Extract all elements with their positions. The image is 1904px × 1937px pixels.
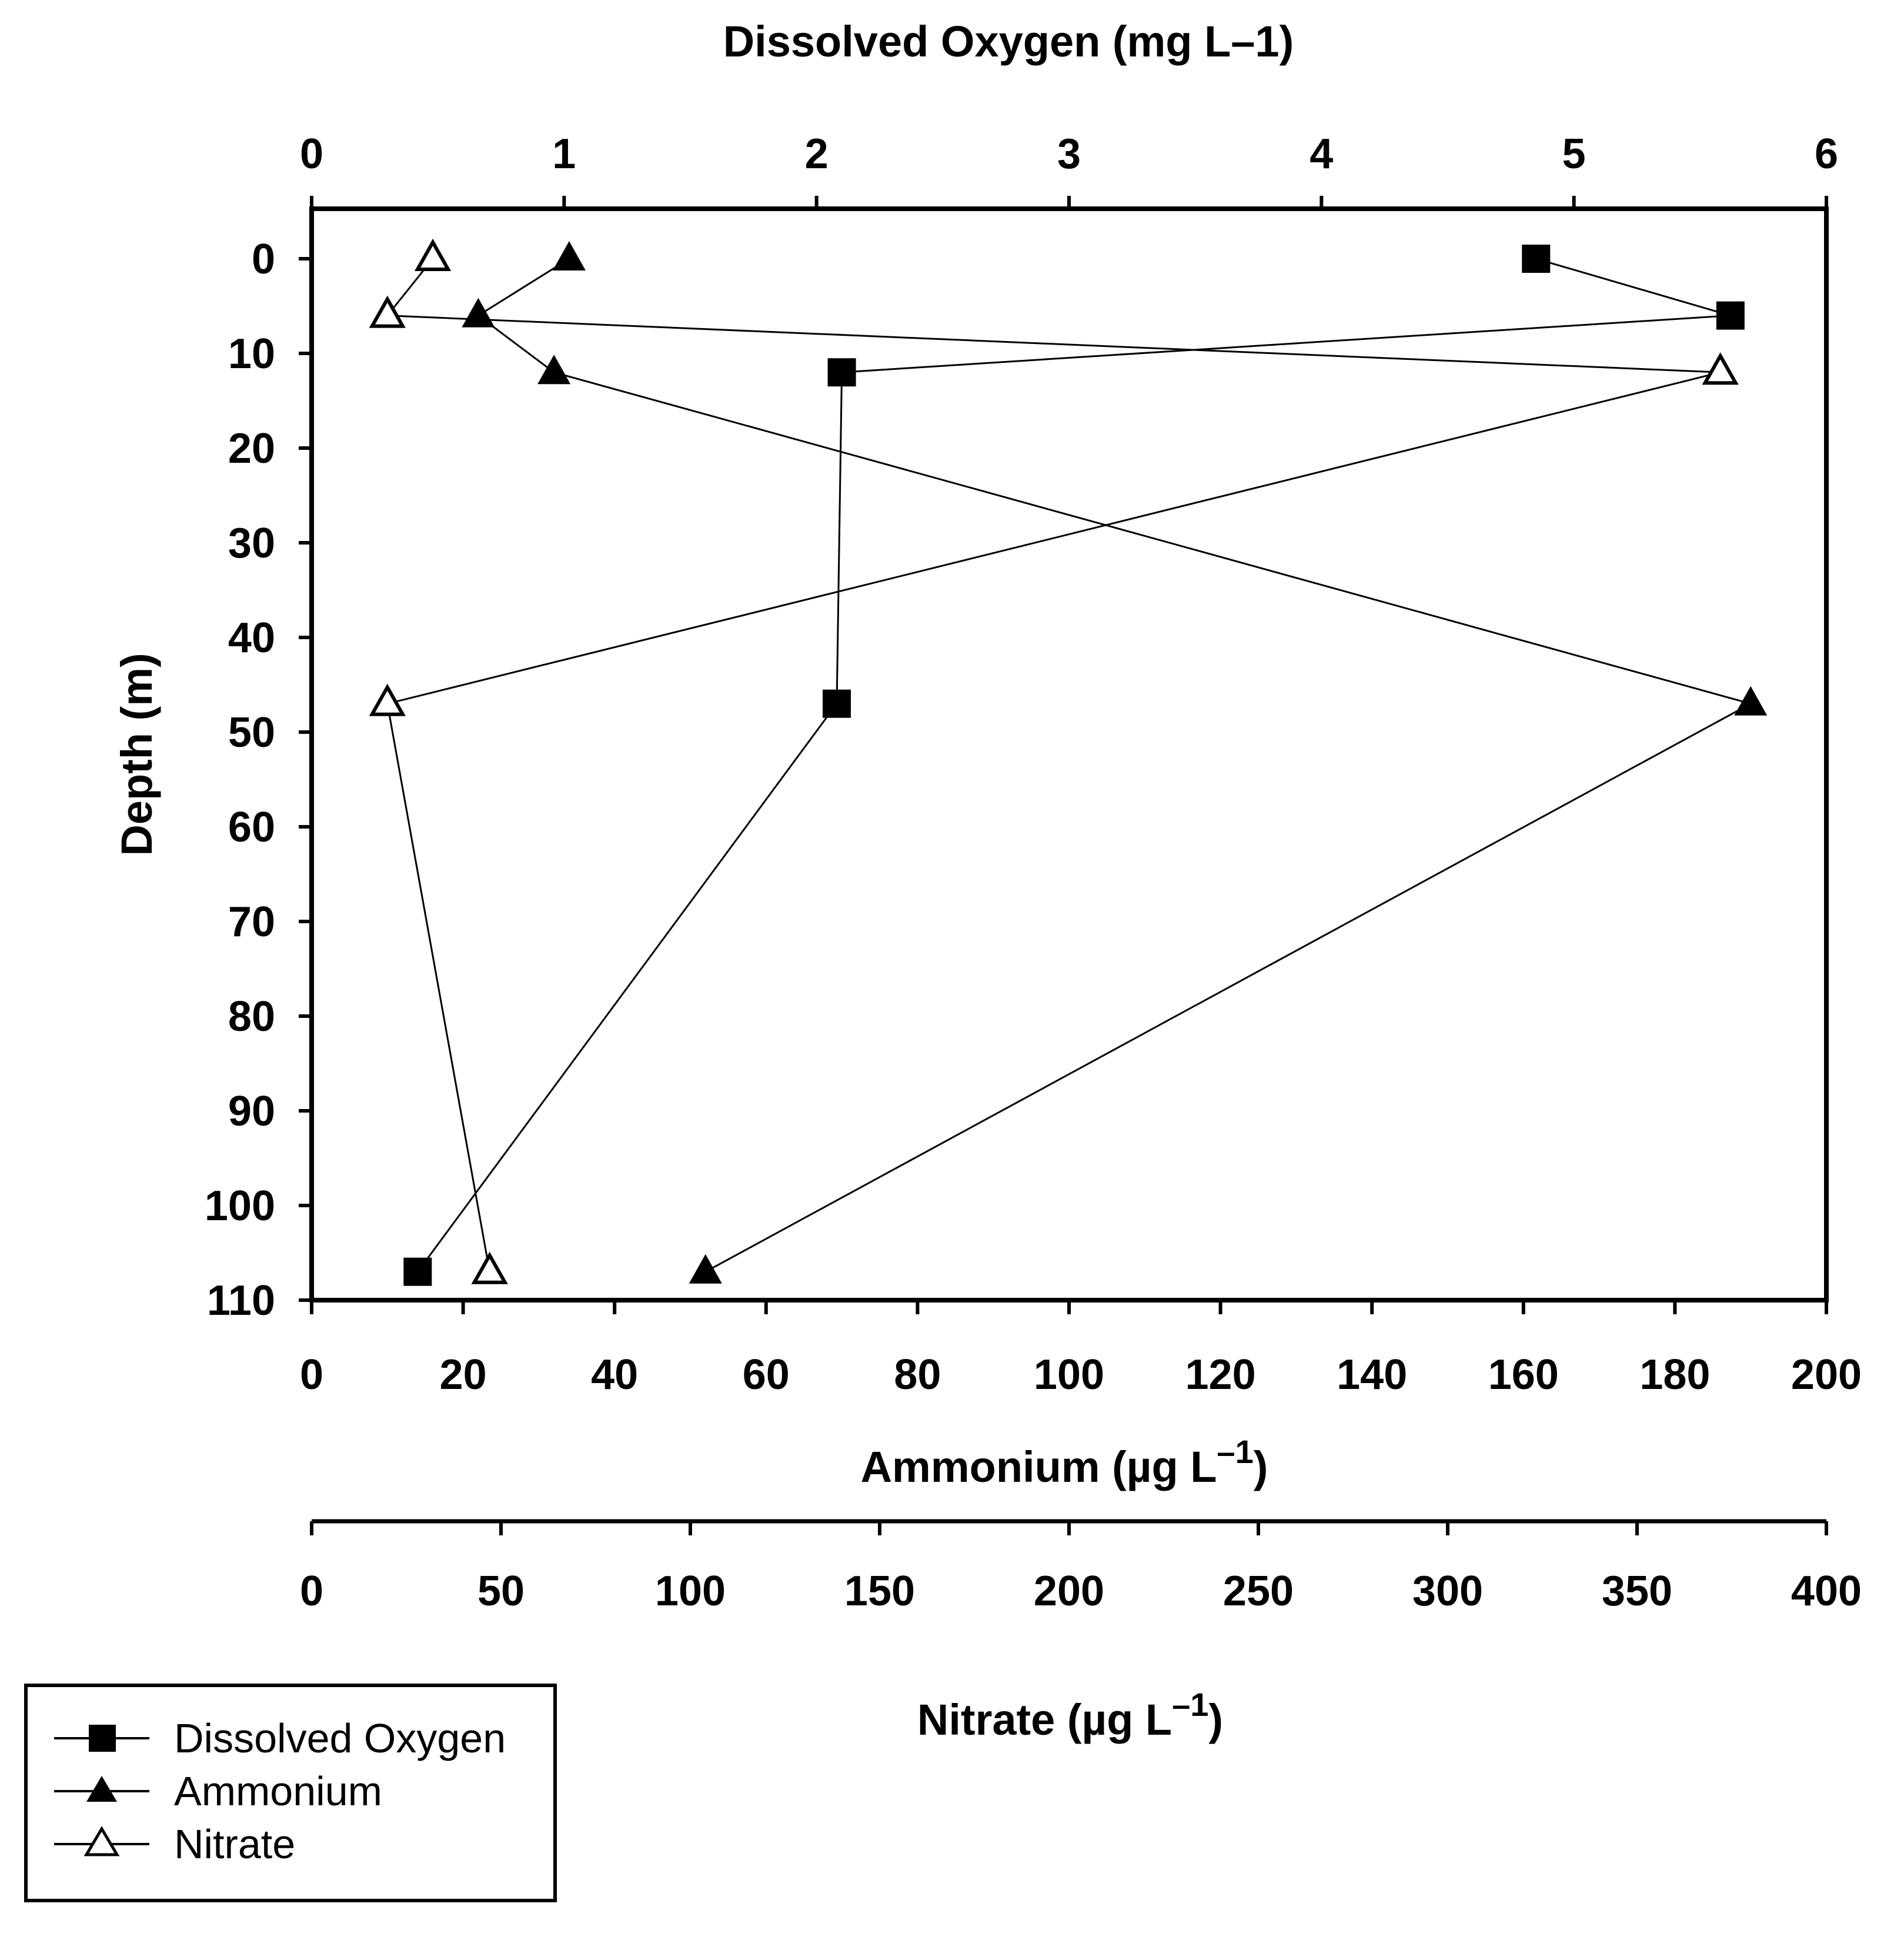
point-dissolved-oxygen-3 — [823, 689, 851, 718]
bottom-axis-1-tick-label-6: 120 — [1185, 1351, 1256, 1398]
top-axis-tick-label-1: 1 — [552, 131, 576, 178]
bottom-axis-1-tick-label-7: 140 — [1337, 1351, 1407, 1398]
bottom-axis-1-tick-label-0: 0 — [300, 1351, 323, 1398]
legend-marker-dissolved-oxygen — [89, 1725, 116, 1752]
legend-label-ammonium: Ammonium — [174, 1768, 382, 1814]
top-axis-tick-label-2: 2 — [805, 131, 829, 178]
top-axis-tick-label-5: 5 — [1562, 131, 1586, 178]
point-dissolved-oxygen-4 — [403, 1257, 432, 1286]
legend-box — [24, 1684, 557, 1902]
y-axis-tick-label-2: 20 — [228, 425, 275, 472]
legend-marker-nitrate — [83, 1826, 120, 1856]
y-axis-tick-label-1: 10 — [228, 330, 275, 378]
bottom-axis-1-tick-label-4: 80 — [894, 1351, 941, 1398]
point-ammonium-2 — [537, 355, 571, 385]
y-axis-tick-label-7: 70 — [228, 899, 275, 946]
y-axis-tick-label-8: 80 — [228, 993, 275, 1040]
bottom-axis-2-tick-label-7: 350 — [1602, 1568, 1672, 1615]
bottom-axis-2-tick-label-6: 300 — [1412, 1568, 1483, 1615]
bottom-axis-2-tick-label-3: 150 — [844, 1568, 915, 1615]
top-axis-title: Dissolved Oxygen (mg L–1) — [723, 17, 1294, 66]
bottom-axis-1-tick-label-8: 160 — [1488, 1351, 1559, 1398]
point-dissolved-oxygen-0 — [1522, 245, 1551, 273]
series-line-nitrate — [385, 258, 1721, 1272]
legend-marker-ammonium — [86, 1776, 117, 1802]
point-nitrate-2 — [1702, 352, 1739, 385]
legend-label-dissolved-oxygen: Dissolved Oxygen — [174, 1715, 506, 1761]
bottom-axis-2-tick-label-2: 100 — [655, 1568, 726, 1615]
point-nitrate-1 — [369, 295, 406, 328]
bottom-axis-2-tick-label-0: 0 — [300, 1568, 323, 1615]
series-group — [369, 238, 1768, 1286]
bottom-axis-1-tick-label-2: 40 — [591, 1351, 638, 1398]
top-axis-tick-label-0: 0 — [300, 131, 323, 178]
point-ammonium-1 — [462, 298, 495, 328]
bottom-axis-2-title: Nitrate (µg L–1) — [917, 1686, 1223, 1744]
y-axis-tick-label-3: 30 — [228, 520, 275, 567]
bottom-axis-2-tick-label-1: 50 — [477, 1568, 525, 1615]
y-axis-title: Depth (m) — [112, 653, 161, 856]
top-axis-tick-label-4: 4 — [1310, 131, 1333, 178]
series-line-dissolved-oxygen — [417, 258, 1731, 1273]
legend-label-nitrate: Nitrate — [174, 1821, 295, 1867]
bottom-axis-2-tick-label-8: 400 — [1791, 1568, 1862, 1615]
legend: Dissolved Oxygen Ammonium Nitrate — [24, 1684, 557, 1902]
point-ammonium-3 — [1734, 686, 1768, 716]
bottom-axis-1-tick-label-3: 60 — [743, 1351, 790, 1398]
y-axis-tick-label-4: 40 — [228, 615, 275, 662]
bottom-axis-1-tick-label-1: 20 — [440, 1351, 487, 1398]
bottom-axis-2-tick-label-5: 250 — [1223, 1568, 1294, 1615]
top-axis-title-sup: –1 — [1231, 17, 1279, 66]
y-axis-tick-label-9: 90 — [228, 1088, 275, 1135]
top-axis-tick-label-3: 3 — [1057, 131, 1081, 178]
y-axis-tick-label-11: 110 — [207, 1277, 275, 1324]
bottom-axis-1-title-sup: –1 — [1217, 1433, 1253, 1470]
y-axis-tick-label-10: 100 — [205, 1183, 275, 1230]
top-axis-tick-label-6: 6 — [1815, 131, 1838, 178]
bottom-axis-2-title-sup: –1 — [1172, 1686, 1208, 1723]
point-dissolved-oxygen-2 — [827, 358, 856, 387]
point-ammonium-4 — [689, 1254, 722, 1284]
point-ammonium-0 — [552, 241, 586, 270]
point-dissolved-oxygen-1 — [1716, 301, 1745, 330]
point-nitrate-4 — [471, 1251, 508, 1284]
bottom-axis-1-tick-label-10: 200 — [1791, 1351, 1862, 1398]
y-axis-tick-label-5: 50 — [228, 709, 275, 756]
bottom-axis-1-title: Ammonium (µg L–1) — [861, 1433, 1268, 1491]
bottom-axis-1-tick-label-5: 100 — [1034, 1351, 1104, 1398]
bottom-axis-2-tick-label-4: 200 — [1034, 1568, 1104, 1615]
point-nitrate-3 — [369, 683, 406, 716]
plot-area-frame — [309, 206, 1829, 1303]
y-axis-tick-label-0: 0 — [252, 236, 275, 283]
point-nitrate-0 — [414, 238, 452, 271]
y-axis-tick-label-6: 60 — [228, 804, 275, 851]
bottom-axis-1-tick-label-9: 180 — [1639, 1351, 1710, 1398]
series-line-ammonium — [476, 258, 1753, 1273]
